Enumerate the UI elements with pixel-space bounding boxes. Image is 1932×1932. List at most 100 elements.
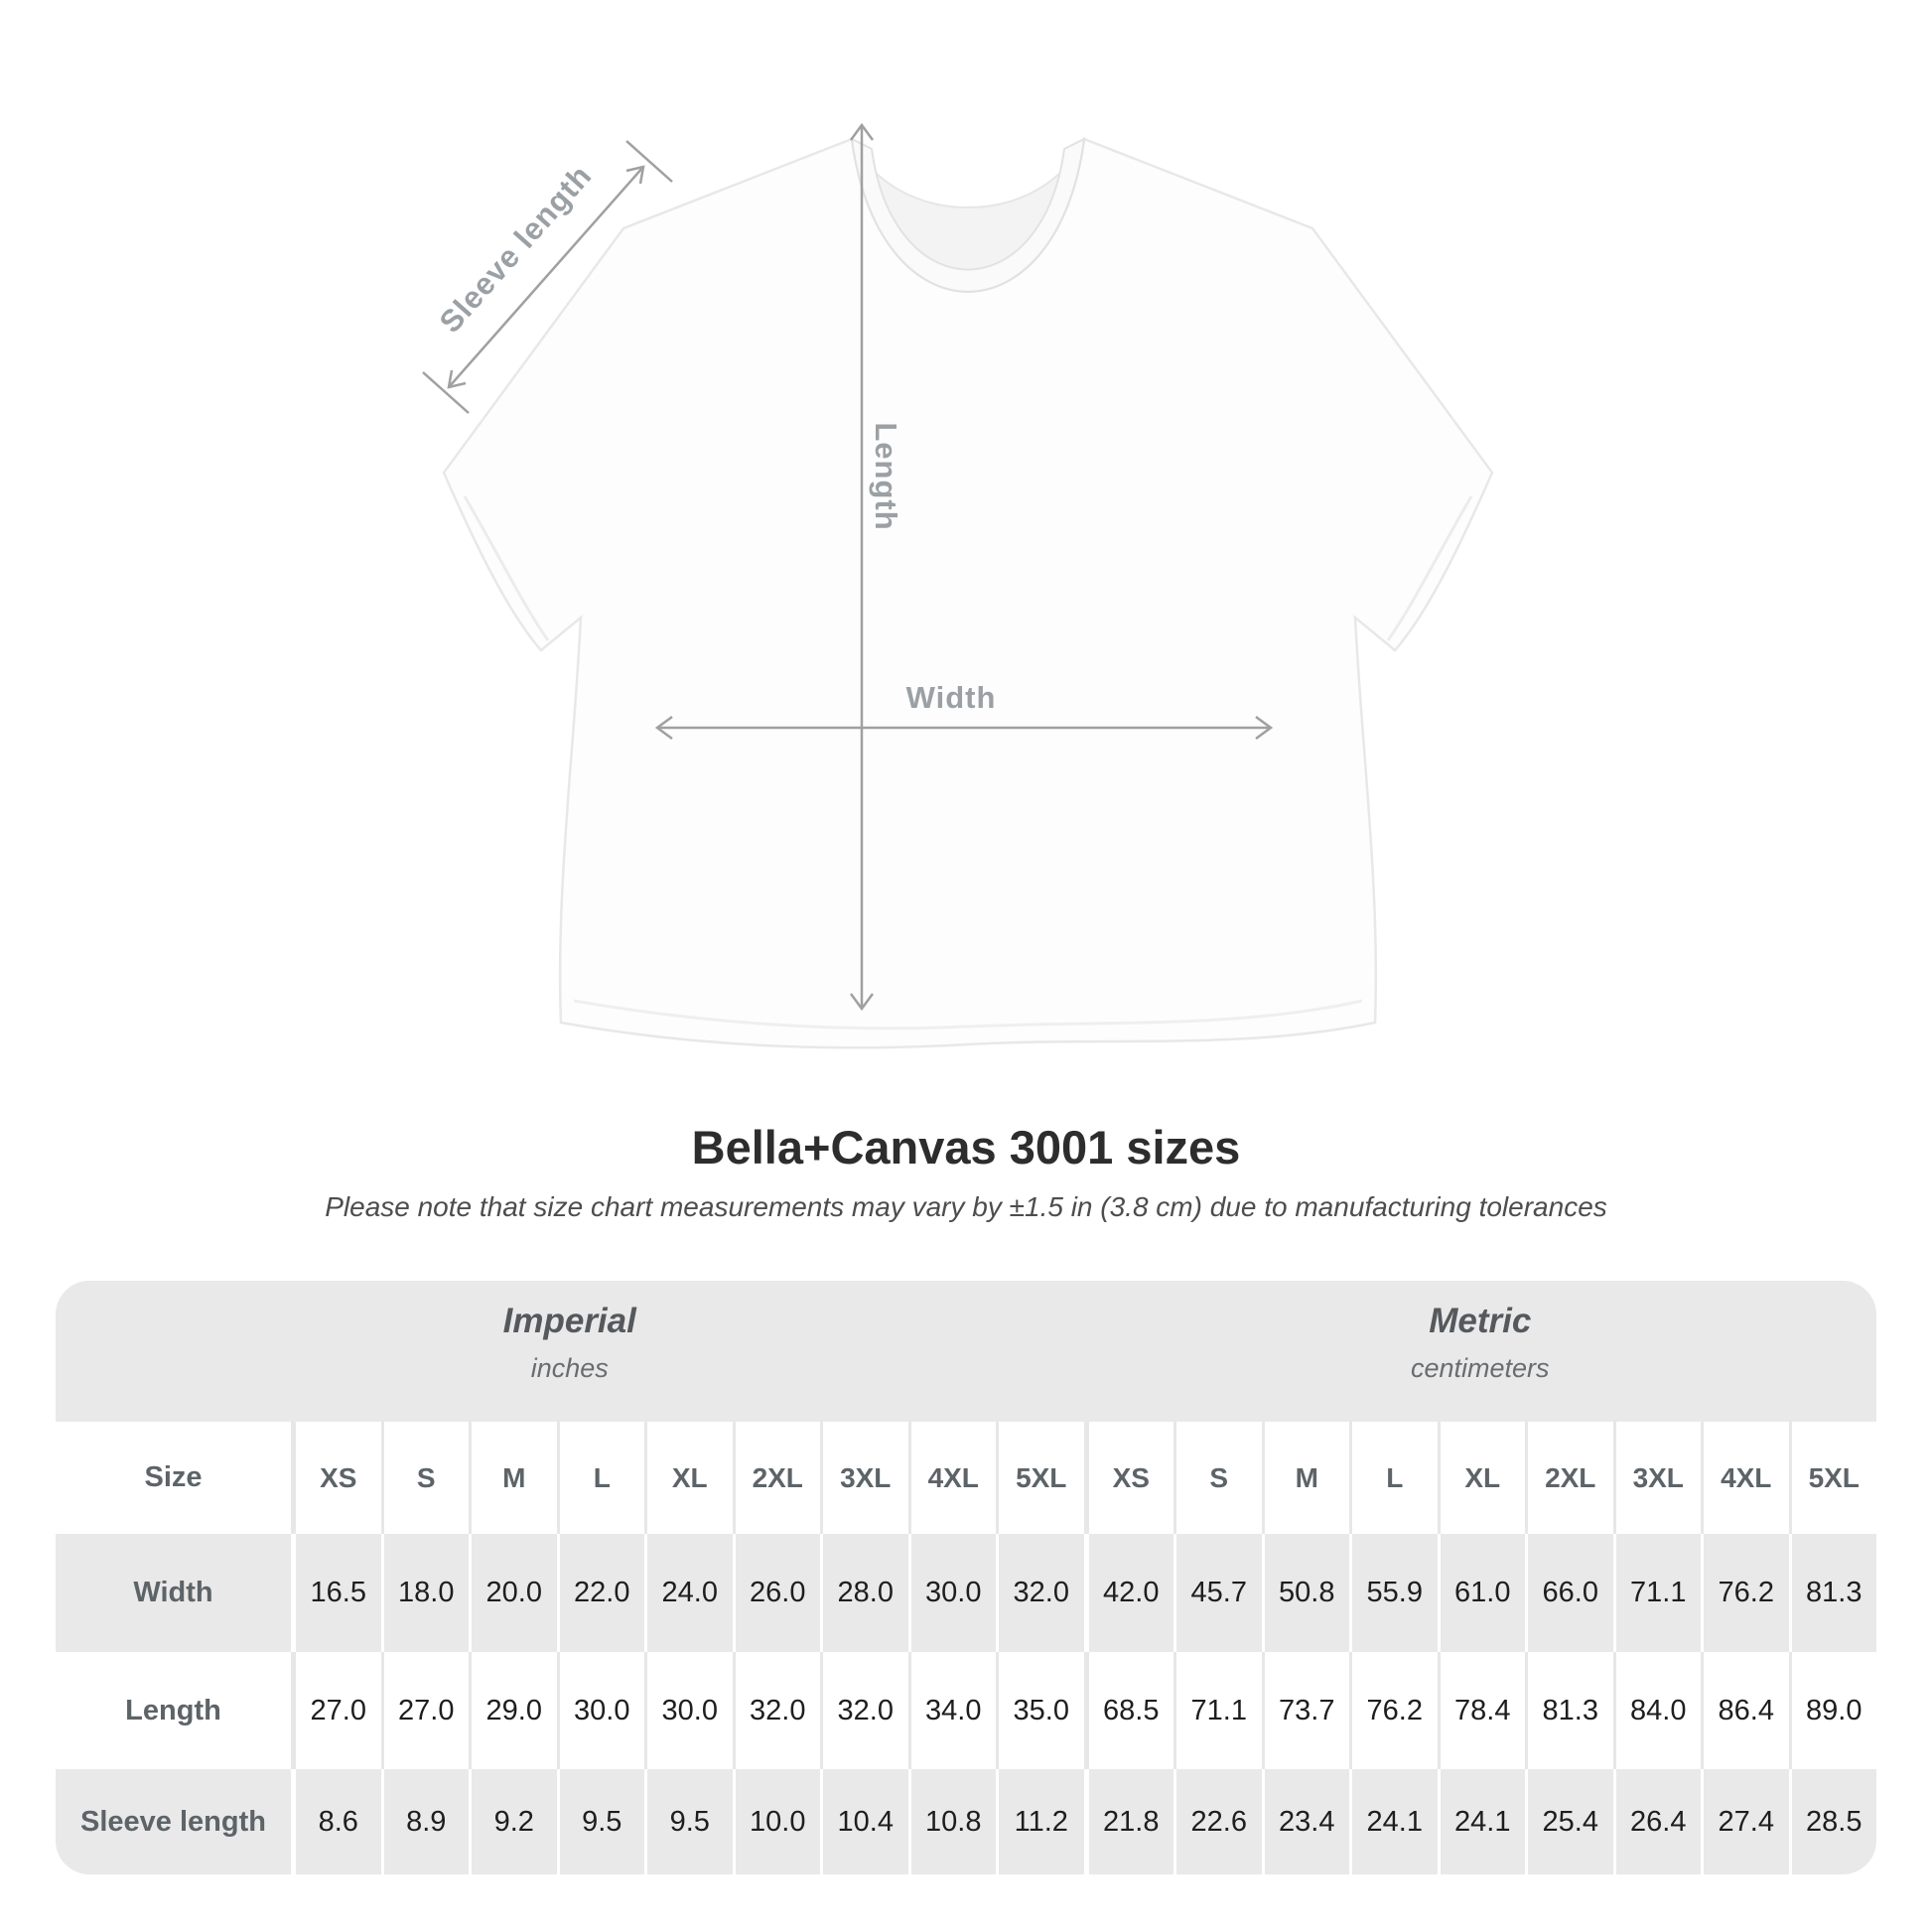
value-cell: 20.0 <box>469 1534 557 1652</box>
metric-group-title: Metric <box>1429 1302 1532 1340</box>
size-col-header: M <box>469 1422 557 1534</box>
value-cell: 22.6 <box>1173 1769 1262 1874</box>
width-label: Width <box>906 680 997 715</box>
width-arrowhead-right <box>1255 715 1274 741</box>
value-cell: 84.0 <box>1612 1652 1702 1769</box>
size-table: Imperial inches Metric centimeters Size X… <box>56 1281 1876 1874</box>
length-label: Length <box>869 422 903 530</box>
tshirt-illustration: Sleeve length Length Width <box>422 122 1494 1049</box>
value-cell: 11.2 <box>996 1769 1084 1874</box>
value-cell: 50.8 <box>1261 1534 1350 1652</box>
size-col-header: S <box>380 1422 470 1534</box>
metric-group-header: Metric centimeters <box>1084 1281 1877 1422</box>
value-cell: 32.0 <box>732 1652 821 1769</box>
value-cell: 73.7 <box>1261 1652 1350 1769</box>
size-col-header: 2XL <box>732 1422 821 1534</box>
size-corner-label: Size <box>144 1461 203 1493</box>
value-cell: 28.0 <box>820 1534 908 1652</box>
sleeve-arrowhead-top <box>625 165 645 185</box>
sleeve-end-tick-bottom <box>422 371 470 414</box>
value-cell: 27.0 <box>291 1652 381 1769</box>
value-cell: 89.0 <box>1788 1652 1877 1769</box>
size-col-header: 5XL <box>996 1422 1084 1534</box>
value-cell: 26.0 <box>732 1534 821 1652</box>
value-cell: 55.9 <box>1349 1534 1438 1652</box>
value-cell: 24.1 <box>1349 1769 1438 1874</box>
dimension-arrows <box>422 122 1274 1012</box>
length-arrowhead-top <box>849 122 875 141</box>
value-cell: 66.0 <box>1525 1534 1613 1652</box>
value-cell: 25.4 <box>1525 1769 1613 1874</box>
size-col-header: 5XL <box>1788 1422 1877 1534</box>
measurement-row: Length 27.0 27.0 29.0 30.0 30.0 32.0 32.0 34.0 35… <box>56 1652 1876 1769</box>
value-cell: 86.4 <box>1701 1652 1789 1769</box>
value-cell: 10.0 <box>732 1769 821 1874</box>
value-cell: 26.4 <box>1612 1769 1702 1874</box>
table-header-band: Imperial inches Metric centimeters <box>56 1281 1876 1422</box>
value-cell: 78.4 <box>1437 1652 1526 1769</box>
size-col-header: 2XL <box>1525 1422 1613 1534</box>
page-title: Bella+Canvas 3001 sizes <box>691 1121 1241 1173</box>
value-cell: 81.3 <box>1788 1534 1877 1652</box>
sleeve-arrow <box>448 166 644 388</box>
value-cell: 61.0 <box>1437 1534 1526 1652</box>
size-col-header: S <box>1173 1422 1262 1534</box>
size-col-header: XS <box>1083 1422 1174 1534</box>
value-cell: 23.4 <box>1261 1769 1350 1874</box>
value-cell: 16.5 <box>291 1534 381 1652</box>
value-cell: 68.5 <box>1083 1652 1174 1769</box>
row-label: Width <box>133 1577 213 1608</box>
value-cell: 9.5 <box>644 1769 733 1874</box>
metric-group-unit: centimeters <box>1410 1353 1550 1383</box>
value-cell: 27.4 <box>1701 1769 1789 1874</box>
size-col-header: 3XL <box>1612 1422 1702 1534</box>
value-cell: 24.1 <box>1437 1769 1526 1874</box>
value-cell: 76.2 <box>1701 1534 1789 1652</box>
size-col-header: M <box>1261 1422 1350 1534</box>
value-cell: 35.0 <box>996 1652 1084 1769</box>
imperial-group-header: Imperial inches <box>56 1281 1084 1422</box>
value-cell: 42.0 <box>1083 1534 1174 1652</box>
value-cell: 9.5 <box>556 1769 645 1874</box>
value-cell: 30.0 <box>907 1534 997 1652</box>
value-cell: 34.0 <box>907 1652 997 1769</box>
value-cell: 71.1 <box>1612 1534 1702 1652</box>
value-cell: 18.0 <box>380 1534 470 1652</box>
value-cell: 45.7 <box>1173 1534 1262 1652</box>
value-cell: 28.5 <box>1788 1769 1877 1874</box>
width-arrowhead-left <box>654 715 673 741</box>
value-cell: 71.1 <box>1173 1652 1262 1769</box>
value-cell: 21.8 <box>1083 1769 1174 1874</box>
value-cell: 32.0 <box>820 1652 908 1769</box>
value-cell: 24.0 <box>644 1534 733 1652</box>
collar-band <box>850 137 1086 293</box>
length-arrowhead-bottom <box>849 993 875 1012</box>
value-cell: 30.0 <box>556 1652 645 1769</box>
left-cuff-seam <box>463 495 550 641</box>
value-cell: 32.0 <box>996 1534 1084 1652</box>
value-cell: 29.0 <box>469 1652 557 1769</box>
size-col-header: XL <box>1437 1422 1526 1534</box>
row-label: Length <box>125 1694 221 1726</box>
value-cell: 8.6 <box>291 1769 381 1874</box>
size-col-header: 4XL <box>907 1422 997 1534</box>
measurement-row: Sleeve length 8.6 8.9 9.2 9.5 9.5 10.0 10.4 10.8… <box>56 1769 1876 1874</box>
value-cell: 76.2 <box>1349 1652 1438 1769</box>
value-cell: 27.0 <box>380 1652 470 1769</box>
size-col-header: L <box>556 1422 645 1534</box>
size-col-header: 3XL <box>820 1422 908 1534</box>
page-subtitle: Please note that size chart measurements… <box>325 1191 1607 1222</box>
imperial-group-unit: inches <box>530 1353 609 1383</box>
tshirt-diagram: Sleeve length Length Width <box>422 122 1494 1049</box>
right-cuff-seam <box>1386 495 1473 641</box>
value-cell: 8.9 <box>380 1769 470 1874</box>
measurement-row: Width 16.5 18.0 20.0 22.0 24.0 26.0 28.0 30.0 32.… <box>56 1534 1876 1652</box>
imperial-group-title: Imperial <box>502 1302 636 1340</box>
value-cell: 81.3 <box>1525 1652 1613 1769</box>
size-header-row: Size XS S M L XL 2XL 3XL 4XL 5XL XS S M L XL 2XL 3XL 4XL 5… <box>56 1422 1876 1534</box>
sleeve-arrowhead-bottom <box>447 369 467 389</box>
value-cell: 9.2 <box>469 1769 557 1874</box>
sleeve-end-tick-top <box>625 140 673 183</box>
size-col-header: 4XL <box>1701 1422 1789 1534</box>
